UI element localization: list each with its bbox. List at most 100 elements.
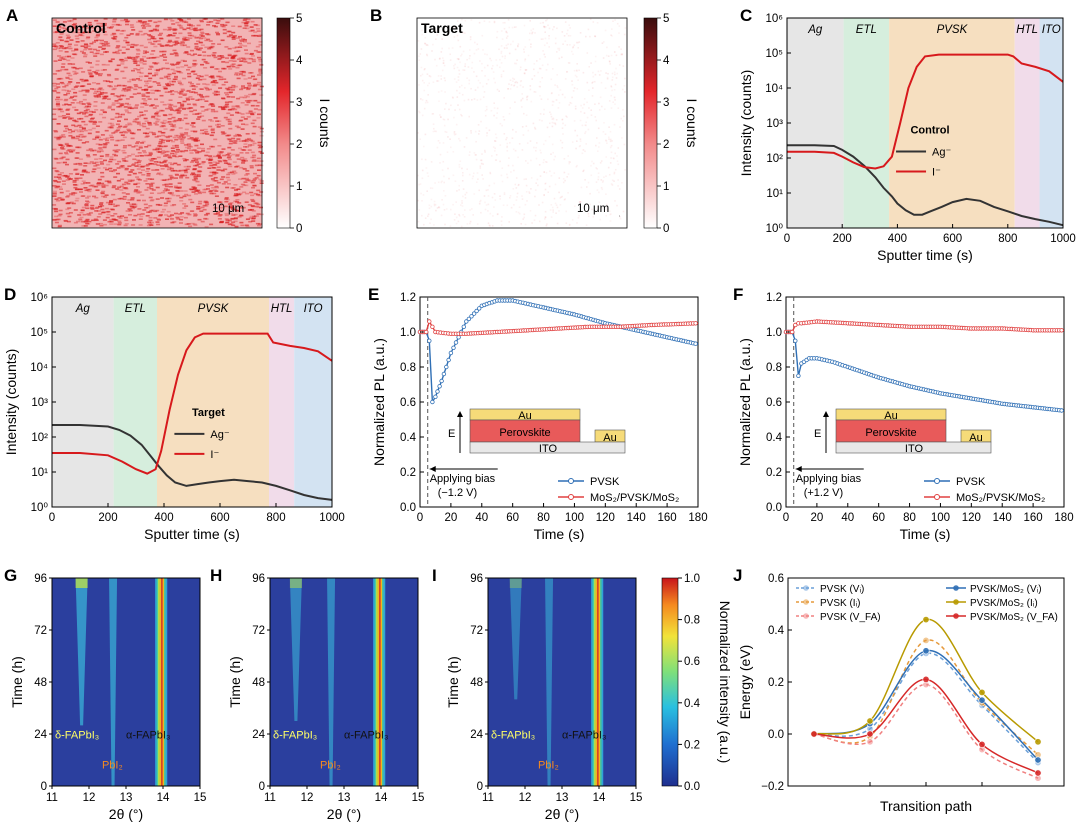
map-pixel — [511, 26, 514, 29]
map-pixel — [601, 105, 603, 108]
map-pixel — [122, 160, 127, 162]
map-pixel — [107, 105, 112, 108]
map-pixel — [199, 28, 204, 31]
map-pixel — [87, 162, 92, 165]
map-pixel — [244, 57, 249, 60]
map-pixel — [543, 26, 546, 29]
map-pixel — [432, 123, 435, 125]
map-pixel — [468, 79, 471, 82]
map-pixel — [100, 171, 105, 174]
map-pixel — [56, 47, 61, 50]
map-pixel — [614, 103, 616, 105]
map-pixel — [225, 176, 230, 179]
map-pixel — [179, 20, 184, 23]
map-pixel — [72, 179, 77, 182]
map-pixel — [182, 207, 187, 209]
map-pixel — [208, 175, 213, 177]
map-pixel — [227, 146, 232, 149]
map-pixel — [172, 145, 177, 147]
y-tick-label: 0 — [477, 781, 483, 793]
map-pixel — [447, 167, 449, 170]
map-pixel — [621, 88, 624, 91]
map-pixel — [131, 153, 135, 156]
map-pixel — [125, 48, 130, 51]
map-pixel — [552, 118, 555, 121]
y-tick-label: 96 — [252, 573, 265, 585]
map-pixel — [210, 45, 215, 48]
map-pixel — [131, 164, 136, 166]
map-pixel — [248, 57, 253, 60]
map-pixel — [164, 139, 169, 141]
map-pixel — [586, 52, 589, 54]
map-pixel — [452, 97, 454, 99]
series-point — [451, 345, 456, 350]
map-pixel — [57, 38, 62, 41]
map-pixel — [194, 47, 199, 50]
map-pixel — [222, 28, 227, 31]
map-pixel — [431, 113, 434, 115]
colorbar-tick-label: 3 — [663, 97, 669, 109]
map-pixel — [56, 78, 61, 80]
map-pixel — [601, 181, 604, 183]
map-pixel — [114, 144, 119, 147]
map-pixel — [226, 156, 231, 159]
map-pixel — [448, 177, 450, 180]
map-pixel — [537, 184, 539, 187]
map-pixel — [135, 32, 140, 35]
map-pixel — [64, 47, 69, 49]
map-pixel — [52, 113, 56, 116]
xrd-background — [52, 578, 200, 786]
map-pixel — [68, 202, 73, 205]
map-pixel — [433, 204, 436, 207]
map-pixel — [543, 25, 545, 28]
map-pixel — [164, 183, 169, 186]
map-pixel — [494, 81, 496, 84]
map-pixel — [120, 103, 125, 105]
map-pixel — [86, 149, 91, 152]
map-pixel — [137, 152, 142, 154]
map-pixel — [562, 122, 564, 125]
map-pixel — [169, 108, 174, 110]
map-pixel — [165, 218, 169, 220]
map-pixel — [246, 101, 251, 104]
map-pixel — [170, 150, 175, 152]
map-pixel — [74, 129, 79, 131]
legend-entry: PVSK — [590, 476, 620, 488]
map-pixel — [441, 38, 443, 40]
map-pixel — [104, 184, 109, 187]
map-pixel — [127, 88, 131, 90]
map-pixel — [213, 90, 218, 93]
map-pixel — [148, 219, 153, 222]
map-pixel — [122, 77, 127, 79]
map-pixel — [256, 203, 261, 206]
map-pixel — [166, 200, 171, 202]
map-pixel — [541, 77, 543, 79]
map-pixel — [573, 120, 576, 122]
map-pixel — [135, 159, 140, 161]
map-pixel — [204, 39, 209, 42]
map-pixel — [134, 165, 139, 167]
map-pixel — [534, 195, 536, 198]
map-pixel — [116, 129, 121, 131]
map-pixel — [110, 26, 114, 28]
map-pixel — [184, 146, 189, 149]
map-pixel — [221, 61, 226, 63]
map-pixel — [188, 198, 193, 201]
map-pixel — [78, 139, 83, 141]
map-pixel — [160, 211, 165, 213]
inset-au-top-label: Au — [884, 410, 897, 422]
map-pixel — [142, 132, 147, 134]
map-pixel — [609, 138, 612, 141]
map-pixel — [120, 215, 125, 217]
map-pixel — [607, 166, 610, 169]
map-pixel — [188, 81, 192, 84]
map-pixel — [244, 94, 249, 97]
map-pixel — [220, 18, 225, 20]
map-pixel — [193, 63, 198, 65]
map-pixel — [172, 41, 177, 43]
map-pixel — [135, 55, 140, 58]
series-point — [441, 371, 447, 377]
energy-point — [922, 675, 930, 683]
map-pixel — [65, 77, 70, 79]
map-pixel — [236, 50, 241, 52]
